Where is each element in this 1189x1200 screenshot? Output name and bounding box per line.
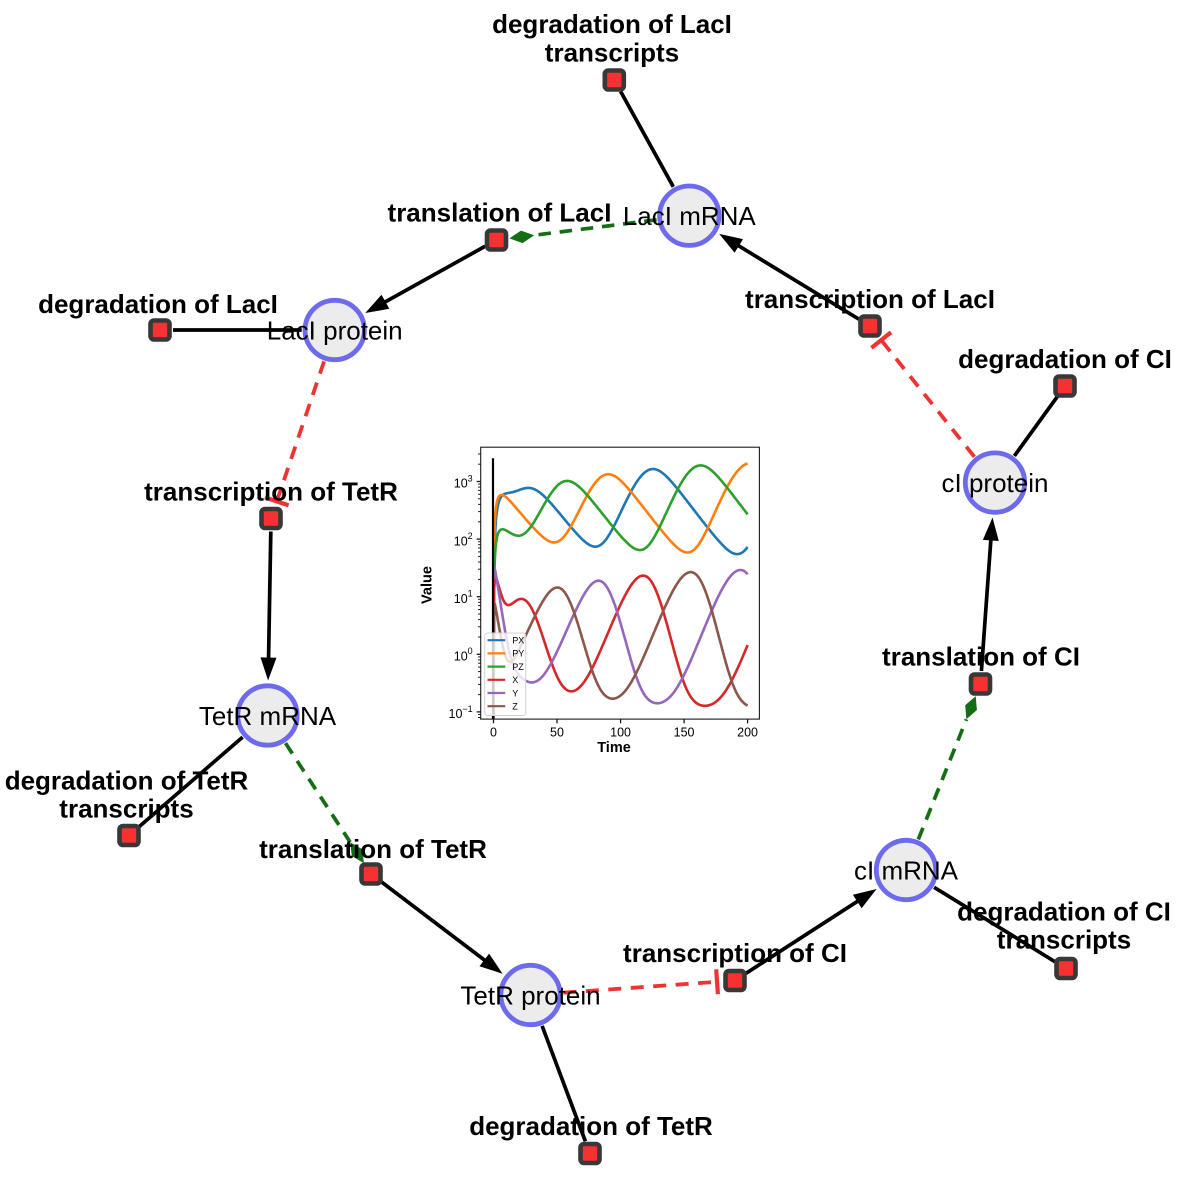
svg-text:cI protein: cI protein — [942, 468, 1049, 498]
svg-text:cI mRNA: cI mRNA — [854, 855, 959, 885]
svg-text:10−1: 10−1 — [449, 704, 473, 721]
svg-text:150: 150 — [674, 726, 695, 740]
svg-text:PZ: PZ — [512, 662, 524, 672]
svg-text:100: 100 — [610, 726, 631, 740]
svg-text:PX: PX — [512, 636, 524, 646]
svg-text:transcripts: transcripts — [59, 794, 193, 824]
svg-text:TetR mRNA: TetR mRNA — [199, 701, 337, 731]
svg-text:Time: Time — [597, 740, 631, 756]
svg-text:102: 102 — [454, 531, 473, 548]
svg-text:degradation of LacI: degradation of LacI — [38, 289, 278, 319]
svg-text:degradation of TetR: degradation of TetR — [469, 1111, 713, 1141]
svg-text:50: 50 — [550, 726, 564, 740]
svg-text:degradation of CI: degradation of CI — [958, 344, 1172, 374]
svg-text:transcription of TetR: transcription of TetR — [144, 477, 398, 507]
svg-text:Value: Value — [420, 566, 436, 604]
svg-text:degradation of TetR: degradation of TetR — [5, 766, 249, 796]
svg-text:PY: PY — [512, 649, 524, 659]
svg-text:degradation of CI: degradation of CI — [957, 897, 1171, 927]
svg-text:LacI mRNA: LacI mRNA — [623, 201, 757, 231]
svg-text:translation of LacI: translation of LacI — [388, 198, 612, 228]
svg-text:0: 0 — [490, 726, 497, 740]
svg-text:Y: Y — [512, 688, 518, 698]
svg-text:200: 200 — [737, 726, 758, 740]
svg-text:transcripts: transcripts — [545, 37, 679, 67]
svg-text:Z: Z — [512, 702, 518, 712]
svg-text:TetR protein: TetR protein — [460, 980, 600, 1010]
svg-text:X: X — [512, 675, 518, 685]
svg-text:translation of TetR: translation of TetR — [259, 834, 487, 864]
svg-text:transcripts: transcripts — [997, 925, 1131, 955]
svg-text:transcription of LacI: transcription of LacI — [745, 284, 995, 314]
svg-text:103: 103 — [454, 473, 473, 490]
svg-text:100: 100 — [454, 646, 473, 663]
svg-text:101: 101 — [454, 589, 473, 606]
svg-text:degradation of LacI: degradation of LacI — [492, 9, 732, 39]
svg-text:LacI protein: LacI protein — [267, 315, 403, 345]
svg-text:translation of CI: translation of CI — [882, 642, 1080, 672]
svg-text:transcription of CI: transcription of CI — [623, 938, 847, 968]
